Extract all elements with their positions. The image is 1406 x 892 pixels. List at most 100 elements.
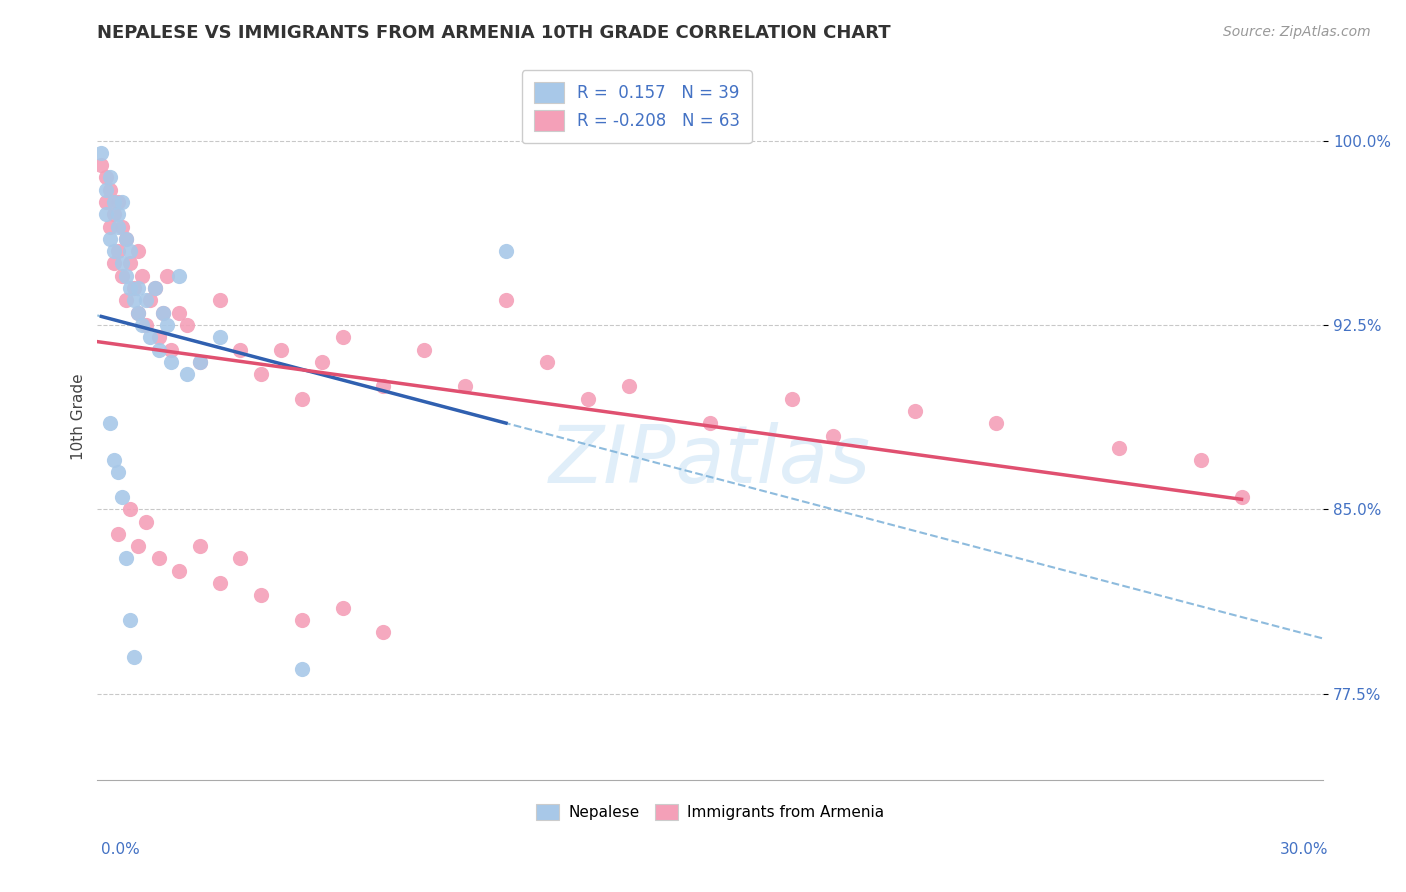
Point — [94, 207, 117, 221]
Point — [156, 318, 179, 332]
Point — [139, 293, 162, 308]
Point — [208, 330, 231, 344]
Point — [148, 330, 170, 344]
Point — [111, 256, 134, 270]
Point — [107, 526, 129, 541]
Point — [135, 293, 157, 308]
Legend: Nepalese, Immigrants from Armenia: Nepalese, Immigrants from Armenia — [530, 797, 890, 826]
Point — [118, 502, 141, 516]
Point — [127, 305, 149, 319]
Point — [311, 355, 333, 369]
Point — [176, 367, 198, 381]
Point — [107, 219, 129, 234]
Point — [904, 404, 927, 418]
Point — [127, 244, 149, 259]
Point — [1189, 453, 1212, 467]
Point — [90, 145, 112, 160]
Point — [115, 293, 138, 308]
Point — [103, 207, 125, 221]
Point — [160, 355, 183, 369]
Point — [1108, 441, 1130, 455]
Point — [229, 343, 252, 357]
Y-axis label: 10th Grade: 10th Grade — [72, 374, 86, 460]
Point — [1230, 490, 1253, 504]
Point — [107, 195, 129, 210]
Point — [103, 453, 125, 467]
Point — [115, 232, 138, 246]
Point — [98, 183, 121, 197]
Point — [229, 551, 252, 566]
Text: ZIPatlas: ZIPatlas — [550, 422, 872, 500]
Point — [111, 268, 134, 283]
Point — [536, 355, 558, 369]
Point — [107, 466, 129, 480]
Point — [118, 244, 141, 259]
Point — [111, 219, 134, 234]
Point — [131, 318, 153, 332]
Point — [188, 539, 211, 553]
Point — [103, 195, 125, 210]
Point — [986, 416, 1008, 430]
Point — [332, 330, 354, 344]
Point — [127, 539, 149, 553]
Point — [118, 256, 141, 270]
Point — [118, 613, 141, 627]
Point — [373, 625, 395, 640]
Text: NEPALESE VS IMMIGRANTS FROM ARMENIA 10TH GRADE CORRELATION CHART: NEPALESE VS IMMIGRANTS FROM ARMENIA 10TH… — [97, 24, 891, 42]
Point — [821, 428, 844, 442]
Text: 0.0%: 0.0% — [101, 842, 141, 856]
Point — [131, 268, 153, 283]
Point — [148, 551, 170, 566]
Point — [122, 649, 145, 664]
Point — [291, 392, 314, 406]
Text: Source: ZipAtlas.com: Source: ZipAtlas.com — [1223, 25, 1371, 39]
Point — [156, 268, 179, 283]
Point — [118, 281, 141, 295]
Point — [332, 600, 354, 615]
Point — [122, 293, 145, 308]
Point — [111, 195, 134, 210]
Point — [152, 305, 174, 319]
Point — [139, 330, 162, 344]
Point — [780, 392, 803, 406]
Point — [94, 183, 117, 197]
Point — [107, 244, 129, 259]
Point — [270, 343, 292, 357]
Point — [115, 551, 138, 566]
Point — [103, 244, 125, 259]
Point — [148, 343, 170, 357]
Point — [115, 268, 138, 283]
Point — [143, 281, 166, 295]
Point — [94, 170, 117, 185]
Point — [98, 416, 121, 430]
Point — [699, 416, 721, 430]
Point — [98, 232, 121, 246]
Point — [495, 244, 517, 259]
Point — [188, 355, 211, 369]
Point — [127, 281, 149, 295]
Point — [143, 281, 166, 295]
Point — [188, 355, 211, 369]
Point — [495, 293, 517, 308]
Point — [617, 379, 640, 393]
Point — [135, 515, 157, 529]
Point — [291, 662, 314, 676]
Point — [576, 392, 599, 406]
Point — [167, 268, 190, 283]
Point — [107, 207, 129, 221]
Point — [208, 576, 231, 591]
Point — [413, 343, 436, 357]
Point — [167, 564, 190, 578]
Point — [98, 219, 121, 234]
Point — [94, 195, 117, 210]
Point — [122, 281, 145, 295]
Point — [160, 343, 183, 357]
Point — [111, 490, 134, 504]
Point — [373, 379, 395, 393]
Point — [249, 588, 271, 602]
Point — [208, 293, 231, 308]
Point — [127, 305, 149, 319]
Point — [454, 379, 477, 393]
Point — [98, 170, 121, 185]
Point — [249, 367, 271, 381]
